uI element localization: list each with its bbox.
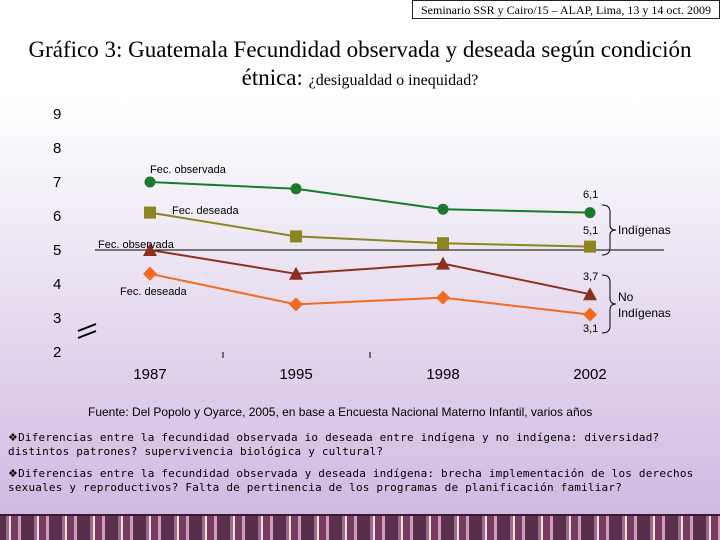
y-axis-ticks: 2 3 4 5 6 7 8 9 xyxy=(53,106,61,361)
title-question: ¿desigualdad o inequidad? xyxy=(308,72,479,89)
data-point xyxy=(584,240,596,253)
series-name-label: Fec. deseada xyxy=(172,205,240,217)
bullet-text-2: Diferencias entre la fecundidad observad… xyxy=(8,467,694,494)
x-tick-label: 2002 xyxy=(573,366,606,383)
bullet-text-1: Diferencias entre la fecundidad observad… xyxy=(8,431,660,458)
axis-break-icon xyxy=(77,323,97,339)
data-point xyxy=(437,203,449,215)
x-tick-label: 1998 xyxy=(426,366,459,383)
data-point xyxy=(290,183,302,195)
data-point xyxy=(437,237,449,250)
group-label-no: No xyxy=(618,290,634,304)
data-point xyxy=(436,290,450,305)
bullet-diamond-icon: ❖ xyxy=(8,431,19,444)
y-tick-label: 9 xyxy=(53,106,61,123)
data-point xyxy=(143,266,157,281)
series-end-value-label: 6,1 xyxy=(583,189,598,201)
y-tick-label: 4 xyxy=(53,276,61,293)
y-tick-label: 3 xyxy=(53,310,61,327)
data-point xyxy=(143,243,157,256)
y-tick-label: 6 xyxy=(53,208,61,225)
y-tick-label: 8 xyxy=(53,140,61,157)
title-line-2: étnica: ¿desigualdad o inequidad? xyxy=(241,65,479,90)
series-end-value-label: 3,7 xyxy=(583,271,598,283)
group-label-no-indigenas: Indígenas xyxy=(618,306,671,320)
seminar-header: Seminario SSR y Cairo/15 – ALAP, Lima, 1… xyxy=(412,0,720,19)
series-line xyxy=(149,272,591,316)
decorative-footer-border xyxy=(0,514,720,540)
chart-title: Gráfico 3: Guatemala Fecundidad observad… xyxy=(0,36,720,95)
series-line xyxy=(149,181,591,214)
data-point xyxy=(584,207,596,219)
series-line xyxy=(149,249,591,296)
group-bracket-indigenas-icon xyxy=(601,204,617,256)
x-axis-ticks: 1987 1995 1998 2002 xyxy=(133,366,606,383)
y-tick-label: 7 xyxy=(53,174,61,191)
series-name-label: Fec. observada xyxy=(98,239,175,251)
group-label-indigenas: Indígenas xyxy=(618,223,671,237)
y-tick-label: 5 xyxy=(53,242,61,259)
data-point xyxy=(583,307,597,322)
data-point xyxy=(144,176,156,188)
series-line xyxy=(149,211,591,248)
data-point xyxy=(144,206,156,219)
bullet-item-2: ❖Diferencias entre la fecundidad observa… xyxy=(8,467,714,495)
title-line-1: Gráfico 3: Guatemala Fecundidad observad… xyxy=(28,37,692,62)
data-point xyxy=(290,230,302,243)
source-note: Fuente: Del Popolo y Oyarce, 2005, en ba… xyxy=(88,405,593,419)
data-point xyxy=(583,287,597,301)
x-tick-label: 1987 xyxy=(133,366,166,383)
bullet-diamond-icon: ❖ xyxy=(8,467,19,480)
data-point xyxy=(436,256,450,270)
group-bracket-no-indigenas-icon xyxy=(601,274,617,334)
bullet-item-1: ❖Diferencias entre la fecundidad observa… xyxy=(8,431,714,459)
data-point xyxy=(289,266,303,280)
x-tick-label: 1995 xyxy=(279,366,312,383)
series-name-label: Fec. deseada xyxy=(120,286,188,298)
y-tick-label: 2 xyxy=(53,344,61,361)
series-name-label: Fec. observada xyxy=(150,164,227,176)
series-end-value-label: 5,1 xyxy=(583,225,598,237)
series-end-value-label: 3,1 xyxy=(583,323,598,335)
data-point xyxy=(289,297,303,312)
